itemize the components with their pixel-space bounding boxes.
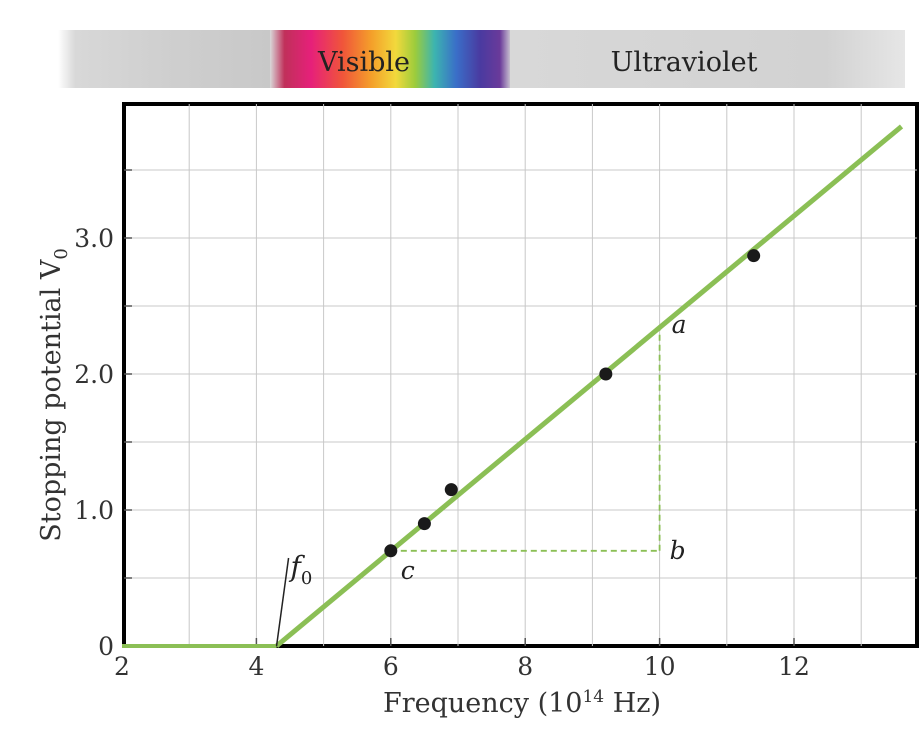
x-tick-labels: 2 4 6 8 10 12 — [114, 652, 810, 681]
infrared-band — [58, 30, 272, 88]
f0-label-subscript: 0 — [301, 568, 312, 589]
y-axis-title: Stopping potential V0 — [36, 248, 72, 542]
x-tick-label: 10 — [644, 652, 676, 681]
point-b-label: b — [670, 536, 686, 565]
data-lines — [122, 124, 904, 648]
data-point — [417, 517, 431, 531]
ultraviolet-band — [510, 30, 905, 88]
data-point — [384, 544, 398, 558]
slope-triangle — [390, 325, 661, 552]
plot-frame — [122, 102, 919, 648]
x-axis-title-text: Frequency (10 — [383, 688, 583, 719]
point-c-label: c — [401, 556, 415, 585]
x-tick-label: 6 — [383, 652, 399, 681]
y-tick-label: 2.0 — [74, 360, 114, 389]
y-tick-labels: 0 1.0 2.0 3.0 — [74, 224, 114, 661]
fit-line — [274, 124, 904, 648]
x-axis-title-unit: Hz) — [604, 688, 661, 719]
y-axis-title-text: Stopping potential V — [36, 259, 67, 542]
y-tick-label: 1.0 — [74, 496, 114, 525]
x-axis-title-exponent: 14 — [582, 687, 604, 707]
visible-label: Visible — [317, 47, 410, 78]
data-point — [444, 483, 458, 497]
x-tick-label: 2 — [114, 652, 130, 681]
point-a-label: a — [672, 310, 687, 339]
x-axis-title: Frequency (1014 Hz) — [383, 687, 661, 719]
y-tick-label: 0 — [98, 632, 114, 661]
f0-leader-line — [275, 557, 290, 647]
minor-ticks — [124, 169, 795, 646]
x-tick-label: 4 — [248, 652, 264, 681]
x-tick-label: 8 — [517, 652, 533, 681]
data-point — [747, 249, 761, 263]
y-axis-title-subscript: 0 — [51, 248, 72, 259]
data-point — [599, 367, 613, 381]
visible-band — [270, 30, 512, 88]
spectrum-band: Visible Ultraviolet — [58, 30, 905, 88]
x-tick-label: 12 — [778, 652, 810, 681]
y-tick-label: 3.0 — [74, 224, 114, 253]
ultraviolet-label: Ultraviolet — [611, 47, 758, 78]
data-points — [384, 249, 761, 558]
